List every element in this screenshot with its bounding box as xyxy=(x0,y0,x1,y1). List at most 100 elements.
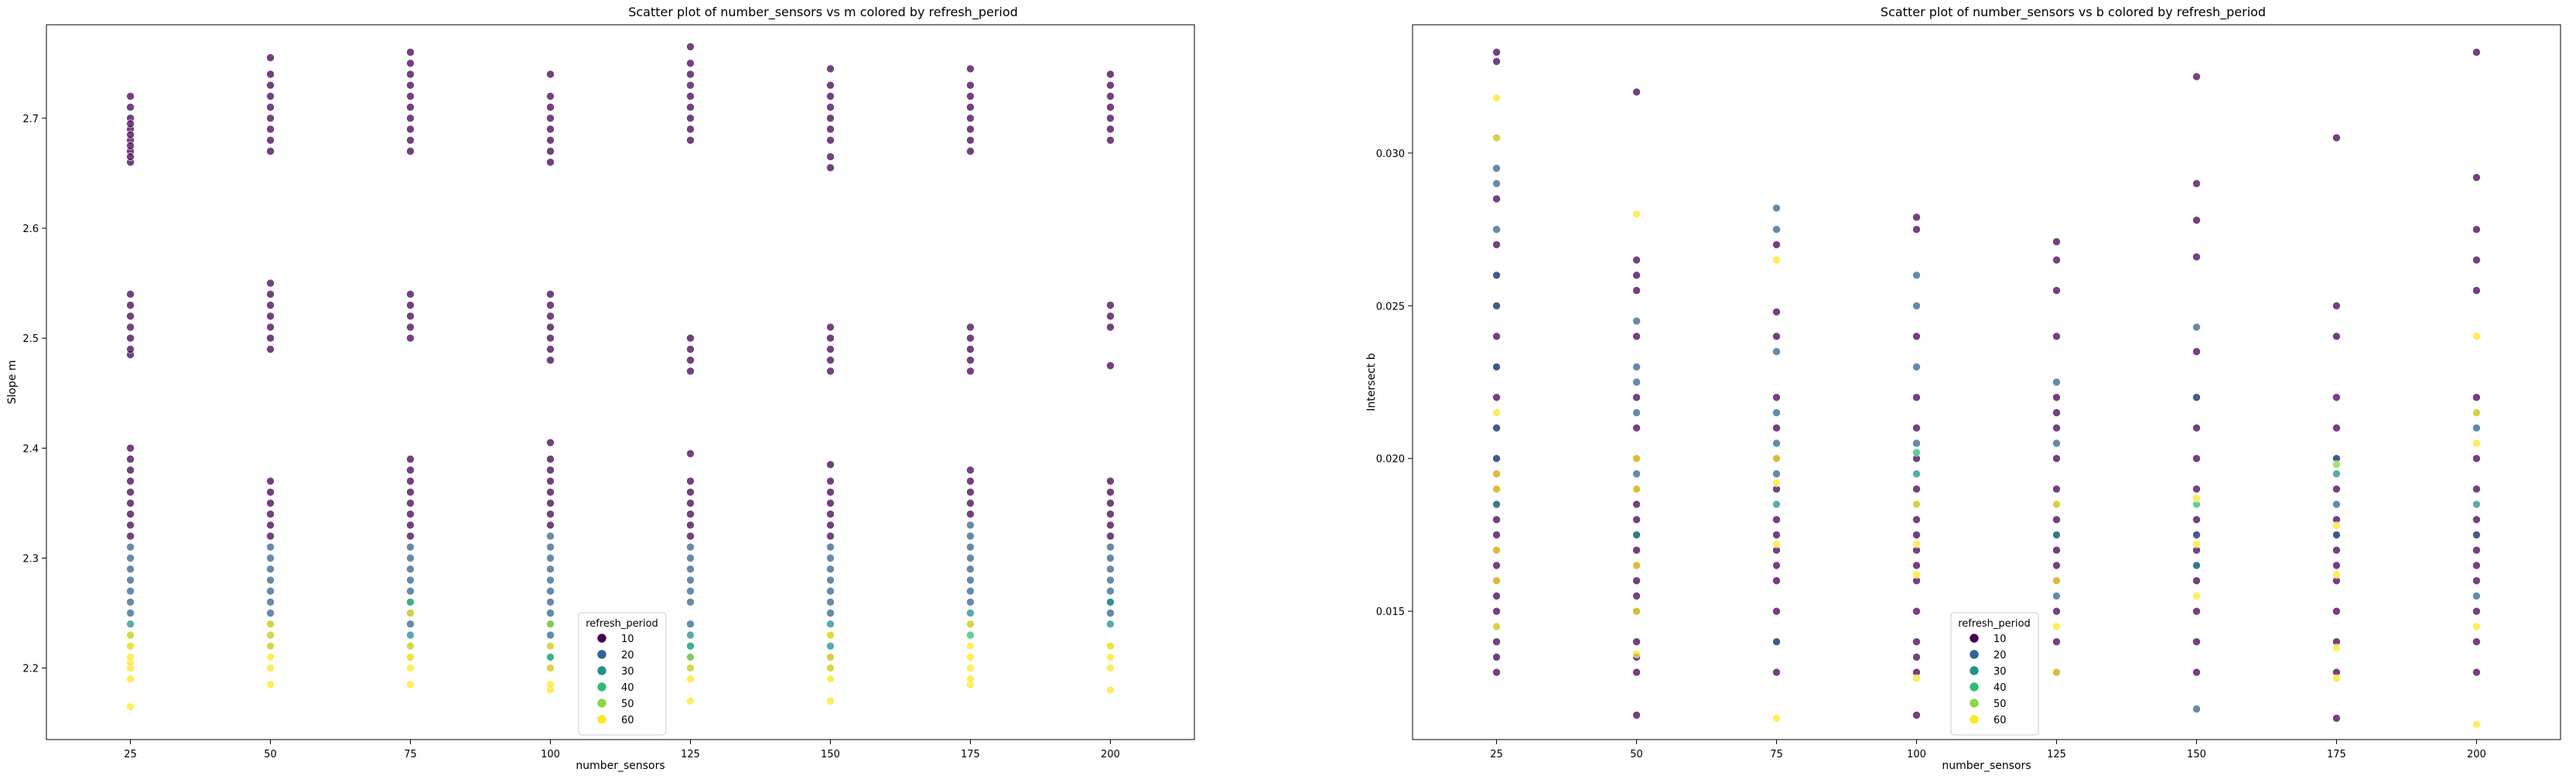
data-point-refresh-40 xyxy=(966,630,975,640)
data-point-refresh-60 xyxy=(2052,668,2061,677)
chart-title: Scatter plot of number_sensors vs m colo… xyxy=(628,5,1018,20)
data-point-refresh-60 xyxy=(1632,606,1641,616)
data-point-refresh-10 xyxy=(966,477,975,486)
data-point-refresh-10 xyxy=(406,477,415,486)
data-point-refresh-10 xyxy=(2472,225,2481,234)
data-point-refresh-10 xyxy=(826,487,835,497)
data-point-refresh-60 xyxy=(826,675,835,684)
data-point-refresh-40 xyxy=(1912,448,1921,457)
data-point-refresh-20 xyxy=(406,542,415,552)
x-tick-label: 200 xyxy=(1101,749,1120,760)
data-point-refresh-10 xyxy=(406,80,415,90)
data-point-refresh-10 xyxy=(2472,393,2481,402)
x-tick-label: 200 xyxy=(2467,749,2486,760)
data-point-refresh-20 xyxy=(826,586,835,596)
data-point-refresh-10 xyxy=(1106,323,1115,332)
data-point-refresh-20 xyxy=(1106,576,1115,585)
data-point-refresh-10 xyxy=(1912,561,1921,570)
data-point-refresh-10 xyxy=(546,114,555,123)
data-point-refresh-60 xyxy=(2472,439,2481,448)
data-point-refresh-10 xyxy=(2472,286,2481,295)
data-point-refresh-10 xyxy=(2052,393,2061,402)
data-point-refresh-20 xyxy=(826,565,835,574)
data-point-refresh-20 xyxy=(126,597,135,606)
data-point-refresh-10 xyxy=(826,356,835,364)
data-point-refresh-60 xyxy=(2052,500,2061,509)
data-point-refresh-10 xyxy=(2192,179,2201,188)
legend-marker-20 xyxy=(1969,649,1980,660)
data-point-refresh-10 xyxy=(2052,286,2061,295)
data-point-refresh-10 xyxy=(546,136,555,145)
data-point-refresh-10 xyxy=(406,92,415,101)
data-point-refresh-10 xyxy=(1912,332,1921,341)
legend-label-40: 40 xyxy=(621,682,634,694)
data-point-refresh-10 xyxy=(966,466,975,475)
data-point-refresh-60 xyxy=(1772,255,1781,265)
legend-marker-20 xyxy=(596,649,607,660)
legend-marker-30 xyxy=(596,665,607,676)
data-point-refresh-10 xyxy=(2052,408,2061,417)
x-axis-ticks: 25 50 75 100 125 150 175 200 xyxy=(1490,740,2486,760)
data-point-refresh-20 xyxy=(1772,225,1781,234)
data-point-refresh-20 xyxy=(126,542,135,552)
data-point-refresh-20 xyxy=(126,576,135,585)
data-point-refresh-60 xyxy=(2192,592,2201,600)
data-point-refresh-10 xyxy=(406,521,415,530)
data-point-refresh-10 xyxy=(966,510,975,518)
data-point-refresh-30 xyxy=(1772,500,1781,509)
data-point-refresh-20 xyxy=(1912,271,1921,280)
data-point-refresh-20 xyxy=(966,565,975,574)
data-point-refresh-20 xyxy=(266,565,275,574)
data-point-refresh-10 xyxy=(2192,252,2201,261)
data-point-refresh-20 xyxy=(1772,203,1781,213)
data-point-refresh-20 xyxy=(126,586,135,596)
data-point-refresh-20 xyxy=(2192,393,2201,402)
data-point-refresh-20 xyxy=(406,576,415,585)
data-point-refresh-30 xyxy=(2192,561,2201,570)
data-point-refresh-30 xyxy=(2052,531,2061,539)
legend: refresh_period 10 20 30 40 50 60 xyxy=(578,612,667,736)
data-point-refresh-20 xyxy=(1106,565,1115,574)
data-point-refresh-10 xyxy=(2332,561,2341,570)
legend-marker-50 xyxy=(596,698,607,709)
data-point-refresh-60 xyxy=(966,675,975,684)
data-point-refresh-10 xyxy=(546,103,555,111)
data-point-refresh-10 xyxy=(826,510,835,518)
data-point-refresh-20 xyxy=(546,565,555,574)
data-point-refresh-10 xyxy=(686,114,695,123)
data-point-refresh-50 xyxy=(2332,460,2341,469)
data-point-refresh-10 xyxy=(126,345,135,354)
data-point-refresh-10 xyxy=(2472,637,2481,646)
legend-marker-60 xyxy=(1969,714,1980,725)
data-point-refresh-10 xyxy=(826,64,835,73)
data-point-refresh-10 xyxy=(2192,347,2201,356)
data-point-refresh-10 xyxy=(1106,510,1115,518)
data-point-refresh-10 xyxy=(2052,515,2061,524)
data-point-refresh-20 xyxy=(686,576,695,585)
data-point-refresh-10 xyxy=(266,499,275,507)
data-point-refresh-60 xyxy=(1912,500,1921,509)
data-point-refresh-20 xyxy=(1492,179,1501,188)
legend-marker-60 xyxy=(596,714,607,725)
data-point-refresh-60 xyxy=(2332,644,2341,652)
data-point-refresh-10 xyxy=(2472,484,2481,494)
x-tick-label: 150 xyxy=(821,749,840,760)
data-point-refresh-10 xyxy=(2472,515,2481,524)
data-point-refresh-10 xyxy=(546,455,555,463)
data-point-refresh-10 xyxy=(266,521,275,530)
x-tick-label: 50 xyxy=(1630,749,1643,760)
data-point-refresh-10 xyxy=(126,152,135,161)
data-point-refresh-10 xyxy=(2472,48,2481,56)
data-point-refresh-10 xyxy=(966,487,975,497)
data-point-refresh-10 xyxy=(686,367,695,376)
data-point-refresh-10 xyxy=(826,323,835,332)
data-point-refresh-20 xyxy=(1492,423,1501,432)
data-point-refresh-10 xyxy=(1632,393,1641,402)
data-point-refresh-10 xyxy=(126,477,135,486)
data-point-refresh-60 xyxy=(266,680,275,689)
data-point-refresh-10 xyxy=(1106,521,1115,530)
data-point-refresh-10 xyxy=(1492,332,1501,341)
data-point-refresh-10 xyxy=(826,521,835,530)
data-point-refresh-10 xyxy=(966,323,975,332)
